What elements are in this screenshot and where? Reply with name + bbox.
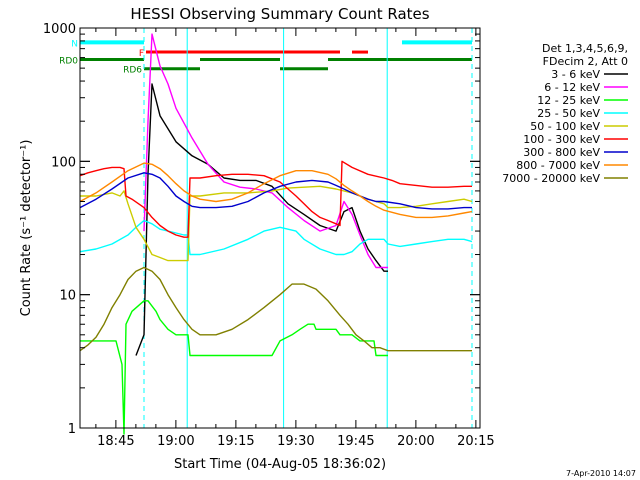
legend-label-2: 12 - 25 keV: [537, 94, 600, 107]
y-axis: 1 10 100 1000: [43, 22, 480, 437]
series-line-7: [79, 162, 473, 219]
plot-area: N F RD0 RD6: [59, 27, 481, 435]
x-tick-label-3: 19:30: [277, 434, 314, 449]
x-tick-label-2: 19:15: [217, 434, 254, 449]
series-line-0: [135, 83, 388, 356]
legend-label-0: 3 - 6 keV: [551, 68, 600, 81]
series-line-8: [79, 266, 472, 352]
legend-label-6: 300 - 800 keV: [523, 146, 600, 159]
y-tick-label-0: 1: [68, 422, 76, 437]
legend-label-4: 50 - 100 keV: [530, 120, 600, 133]
legend-label-8: 7000 - 20000 keV: [502, 172, 600, 185]
red-interval-label-0: F: [139, 49, 144, 59]
plot-frame: [79, 27, 481, 429]
series-line-1: [143, 33, 388, 269]
y-tick-label-2: 100: [51, 155, 76, 170]
legend-label-3: 25 - 50 keV: [537, 107, 600, 120]
series-line-3: [79, 219, 473, 256]
x-tick-label-5: 20:00: [397, 434, 434, 449]
y-tick-label-3: 1000: [43, 22, 76, 37]
chart-title: HESSI Observing Summary Count Rates: [130, 5, 429, 23]
y-axis-label: Count Rate (s⁻¹ detector⁻¹): [19, 140, 34, 317]
series-line-6: [79, 172, 472, 210]
legend-header-2: FDecim 2, Att 0: [543, 55, 628, 68]
legend-label-5: 100 - 300 keV: [523, 133, 600, 146]
x-axis-label: Start Time (04-Aug-05 18:36:02): [174, 457, 386, 472]
legend-header-1: Det 1,3,4,5,6,9,: [542, 42, 628, 55]
x-tick-label-0: 18:45: [97, 434, 134, 449]
x-tick-label-4: 19:45: [337, 434, 374, 449]
y-tick-label-1: 10: [59, 289, 76, 304]
series-line-2: [80, 300, 388, 435]
green-interval-label-1: RD6: [123, 66, 142, 76]
footer-date: 7-Apr-2010 14:07: [566, 469, 636, 478]
series-line-5: [79, 160, 472, 238]
cyan-interval-label-0: N: [71, 39, 78, 49]
x-tick-label-6: 20:15: [457, 434, 494, 449]
legend-label-1: 6 - 12 keV: [544, 81, 600, 94]
legend-label-7: 800 - 7000 keV: [516, 159, 600, 172]
green-interval-label-0: RD0: [59, 57, 78, 67]
x-tick-label-1: 19:00: [157, 434, 194, 449]
x-axis: 18:45 19:00 19:15 19:30 19:45 20:00 20:15: [95, 28, 495, 449]
